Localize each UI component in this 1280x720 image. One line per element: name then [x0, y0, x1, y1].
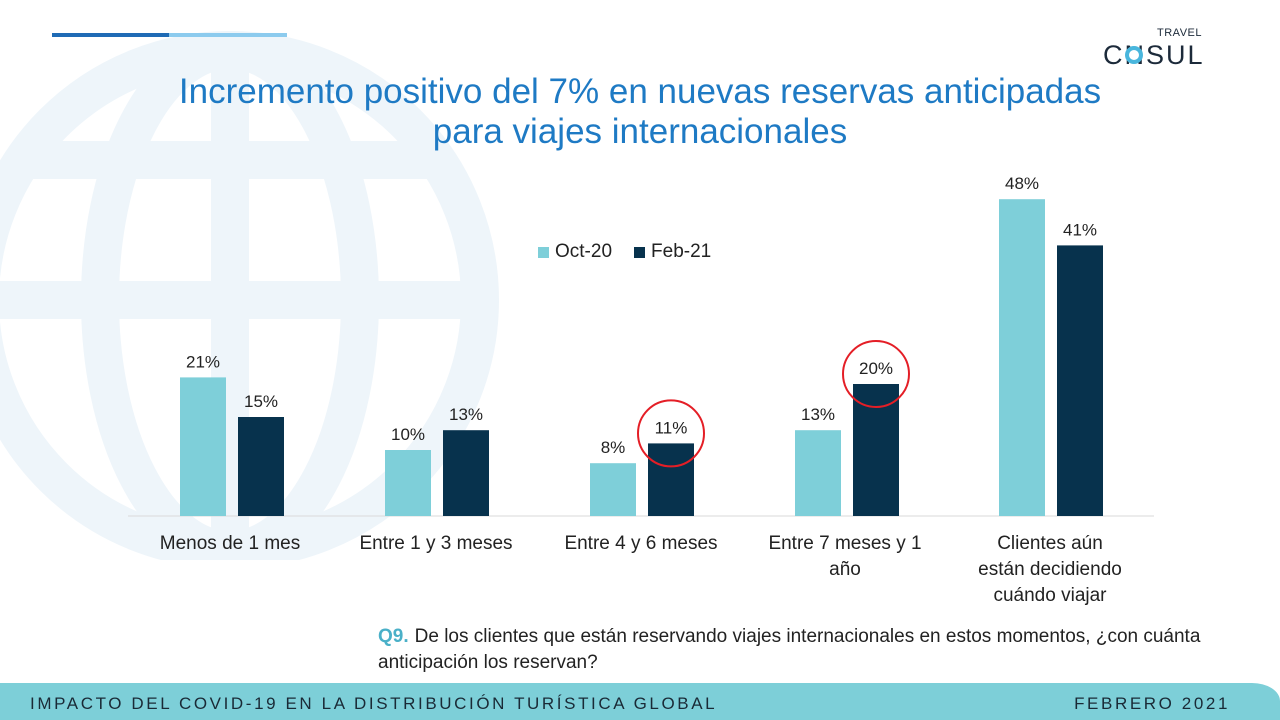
legend-swatch-oct20: [538, 246, 549, 258]
category-label-4: Entre 7 meses y 1 año: [768, 533, 922, 580]
footer-date: FEBRERO 2021: [1074, 694, 1230, 713]
globe-watermark: [0, 31, 499, 560]
legend-label-feb21: Feb-21: [651, 241, 712, 262]
legend-item-feb21: Feb-21: [634, 241, 711, 263]
category-label-3: Entre 4 y 6 meses: [564, 533, 718, 554]
legend-item-oct20: Oct-20: [538, 241, 612, 263]
bar-feb21-1: [238, 417, 284, 516]
bar-feb21-2: [443, 430, 489, 516]
title-line-1: Incremento positivo del 7% en nuevas res…: [178, 72, 1102, 111]
highlight-circle-1: [637, 399, 705, 468]
question-number: Q9.: [378, 626, 409, 647]
bar-oct20-5: [999, 199, 1045, 516]
footer-bar: IMPACTO DEL COVID-19 EN LA DISTRIBUCIÓN …: [0, 683, 1280, 720]
page-title: Incremento positivo del 7% en nuevas res…: [10, 72, 1270, 152]
title-line-2: para viajes internacionales: [432, 112, 848, 151]
footer-title: IMPACTO DEL COVID-19 EN LA DISTRIBUCIÓN …: [30, 694, 718, 713]
data-label-feb21-2: 13%: [449, 405, 483, 424]
category-label-1: Menos de 1 mes: [159, 533, 301, 554]
data-label-oct20-1: 21%: [186, 352, 220, 371]
survey-question: Q9. De los clientes que están reservando …: [378, 624, 1248, 676]
legend-label-oct20: Oct-20: [555, 241, 613, 262]
chart-legend: Oct-20 Feb-21: [538, 241, 733, 263]
data-label-oct20-2: 10%: [391, 425, 425, 444]
bar-feb21-3: [648, 443, 694, 516]
data-label-feb21-1: 15%: [244, 392, 278, 411]
logo-small-text: TRAVEL: [1157, 27, 1202, 39]
category-label-2: Entre 1 y 3 meses: [359, 533, 513, 554]
bar-oct20-3: [590, 463, 636, 516]
bar-feb21-5: [1057, 245, 1103, 516]
data-label-feb21-5: 41%: [1063, 220, 1097, 239]
data-label-oct20-3: 8%: [601, 438, 626, 457]
logo-big-text: CNSUL: [1103, 40, 1205, 70]
travel-consul-logo: TRAVEL CNSUL: [1100, 26, 1250, 76]
logo-ring-icon: [1125, 46, 1143, 64]
top-accent-line-light: [169, 33, 287, 37]
data-label-feb21-3: 11%: [655, 418, 688, 437]
question-text: De los clientes que están reservando via…: [378, 626, 1201, 673]
highlight-circle-2: [842, 340, 910, 408]
bar-oct20-4: [795, 430, 841, 516]
legend-swatch-feb21: [634, 246, 646, 258]
top-accent-line-dark: [52, 33, 169, 37]
data-label-oct20-4: 13%: [801, 405, 835, 424]
bar-oct20-1: [180, 377, 226, 516]
data-label-feb21-4: 20%: [859, 359, 893, 378]
data-label-oct20-5: 48%: [1005, 174, 1039, 193]
bar-oct20-2: [385, 450, 431, 516]
category-label-5: Clientes aún están decidiendo cuándo via…: [978, 533, 1122, 606]
